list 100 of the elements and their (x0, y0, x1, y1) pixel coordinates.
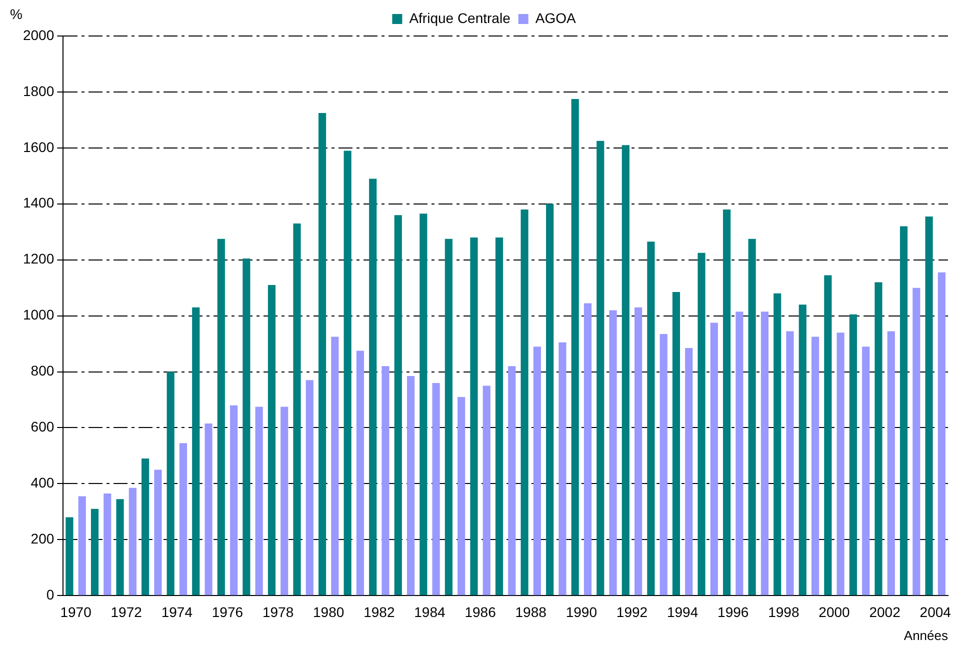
bar (546, 204, 554, 596)
bar (584, 303, 592, 596)
bar (571, 98, 579, 596)
bar (382, 366, 390, 596)
bar (774, 293, 782, 596)
bar (558, 342, 566, 596)
bar (874, 282, 882, 596)
x-tick-label: 1994 (666, 604, 698, 620)
x-tick-label: 1986 (464, 604, 496, 620)
x-tick-label: 2002 (869, 604, 901, 620)
bar (849, 314, 857, 596)
bar (268, 285, 276, 596)
x-tick-label: 2004 (920, 604, 952, 620)
bar (230, 405, 238, 596)
bar (698, 252, 706, 596)
x-tick-label: 1988 (515, 604, 547, 620)
x-tick-label: 1984 (414, 604, 446, 620)
bar (710, 322, 718, 596)
bar (925, 216, 933, 596)
legend-label: Afrique Centrale (409, 10, 511, 26)
bar (369, 178, 377, 596)
bar (242, 258, 250, 596)
bar (900, 226, 908, 596)
bar (66, 517, 74, 596)
bar (798, 304, 806, 596)
bar (786, 331, 794, 596)
bar (672, 292, 680, 596)
bar (458, 396, 466, 596)
y-axis-title: % (10, 6, 22, 22)
y-tick-label: 800 (30, 362, 54, 379)
x-tick-label: 1972 (110, 604, 142, 620)
x-tick-label: 2000 (818, 604, 850, 620)
bar (748, 238, 756, 596)
bar (204, 424, 212, 596)
x-tick-label: 1982 (364, 604, 395, 620)
bar (306, 380, 314, 596)
bar (482, 386, 490, 596)
y-tick-label: 600 (30, 418, 54, 435)
bar (192, 307, 200, 596)
bar (217, 238, 225, 596)
bar (596, 140, 604, 596)
bar (836, 332, 844, 596)
bar (685, 348, 693, 596)
bar (331, 336, 339, 596)
bar (533, 346, 541, 596)
bar (470, 237, 478, 596)
bar (824, 275, 832, 596)
bar (736, 312, 744, 596)
x-tick-label: 1976 (212, 604, 244, 620)
bar (811, 336, 820, 596)
bar (432, 382, 440, 596)
x-tick-label: 1990 (566, 604, 598, 620)
bar (293, 223, 301, 596)
bar (255, 406, 263, 596)
bar (394, 215, 402, 596)
bar (166, 372, 174, 596)
x-tick-label: 1992 (616, 604, 648, 620)
bar (622, 145, 630, 596)
bar (406, 376, 415, 596)
y-tick-label: 200 (30, 530, 54, 546)
bar (609, 310, 617, 596)
y-tick-label: 0 (46, 586, 54, 602)
bar (508, 366, 516, 596)
x-tick-label: 1980 (313, 604, 344, 620)
bar (444, 238, 452, 596)
bar (318, 112, 326, 596)
y-tick-label: 2000 (22, 26, 54, 43)
x-tick-label: 1978 (262, 604, 294, 620)
bar (912, 288, 920, 596)
bar (660, 334, 668, 596)
bar (634, 307, 642, 596)
bar (128, 488, 136, 596)
bar (938, 272, 946, 596)
bar (90, 508, 99, 596)
x-tick-label: 1970 (60, 604, 92, 620)
bar (280, 406, 288, 596)
legend-label: AGOA (535, 10, 576, 26)
bar (887, 331, 895, 596)
bar (862, 346, 870, 596)
bar (722, 209, 731, 596)
y-tick-label: 400 (30, 474, 54, 491)
x-tick-label: 1974 (161, 604, 193, 620)
bar (78, 496, 86, 596)
y-tick-label: 1000 (22, 306, 54, 323)
y-tick-label: 1800 (22, 82, 54, 99)
bar (647, 242, 655, 596)
x-tick-label: 1998 (768, 604, 800, 620)
bar (104, 493, 112, 596)
bar (116, 499, 124, 596)
bar (520, 209, 528, 596)
bar (420, 214, 428, 596)
y-tick-label: 1200 (22, 250, 54, 267)
bar (495, 237, 504, 596)
y-tick-label: 1600 (22, 138, 54, 155)
x-tick-label: 1996 (718, 604, 749, 620)
bar (142, 458, 150, 596)
y-tick-label: 1400 (22, 194, 54, 211)
bar (179, 443, 188, 596)
bar (344, 150, 352, 596)
bar (760, 312, 768, 596)
